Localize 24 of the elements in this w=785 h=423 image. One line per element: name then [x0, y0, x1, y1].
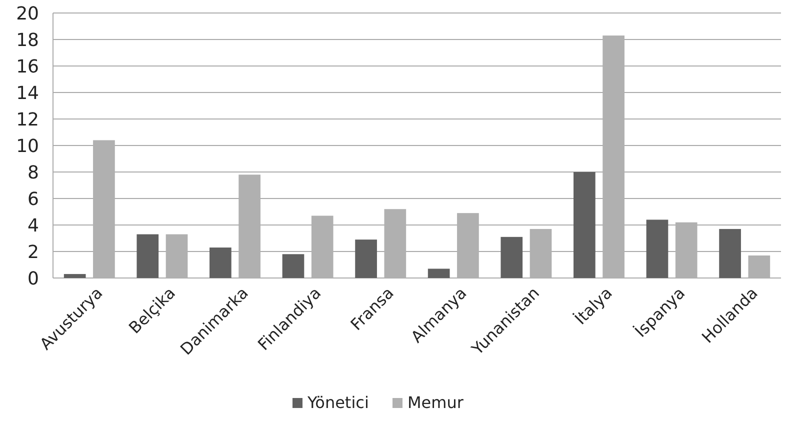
bar: [748, 255, 770, 278]
legend-label: Yönetici: [306, 393, 369, 412]
y-tick-label: 8: [28, 162, 39, 184]
bar: [64, 274, 86, 278]
y-tick-label: 6: [28, 188, 39, 210]
y-tick-label: 14: [16, 82, 39, 104]
y-tick-label: 20: [16, 3, 39, 24]
bar: [574, 172, 596, 278]
y-tick-label: 0: [28, 268, 39, 290]
bar: [210, 248, 232, 278]
y-tick-label: 4: [28, 215, 39, 236]
bar: [646, 220, 668, 278]
y-tick-label: 12: [16, 109, 39, 130]
bar: [500, 236, 523, 278]
bar: [428, 268, 450, 278]
y-tick-label: 16: [16, 56, 39, 78]
bar: [136, 234, 159, 278]
bar: [355, 240, 377, 278]
legend-label: Memur: [408, 393, 464, 412]
y-tick-label: 18: [16, 30, 39, 51]
y-tick-label: 2: [28, 242, 39, 263]
bar: [282, 254, 304, 278]
y-tick-label: 10: [16, 136, 39, 157]
bar: [719, 228, 741, 278]
